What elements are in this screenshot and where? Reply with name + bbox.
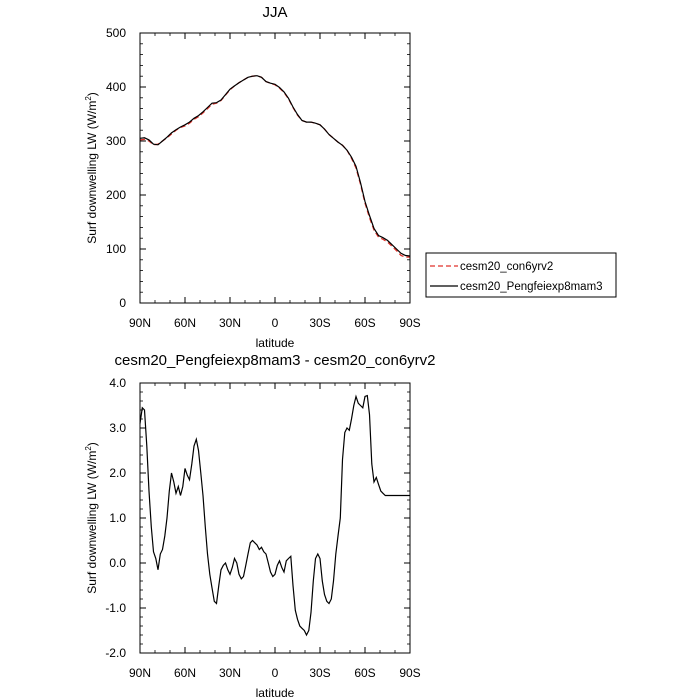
- y-tick-label: 400: [106, 80, 126, 94]
- y-axis-label: Surf downwelling LW (W/m2): [84, 92, 99, 244]
- x-tick-label: 0: [272, 666, 279, 680]
- y-tick-label: 300: [106, 134, 126, 148]
- bottom-panel: cesm20_Pengfeiexp8mam3 - cesm20_con6yrv2…: [84, 352, 436, 700]
- x-tick-label: 30N: [219, 666, 241, 680]
- x-axis-label: latitude: [256, 686, 295, 700]
- y-tick-label: 3.0: [109, 421, 126, 435]
- y-axis-label: Surf downwelling LW (W/m2): [84, 442, 99, 594]
- x-tick-label: 0: [272, 316, 279, 330]
- x-tick-label: 90S: [399, 316, 420, 330]
- x-tick-label: 90N: [129, 666, 151, 680]
- x-tick-label: 60S: [354, 316, 375, 330]
- top-panel: JJA 90N 60N 30N 0 30S 60S 90S 0 100 200 300 400 500 la…: [84, 4, 421, 350]
- x-tick-label: 60N: [174, 316, 196, 330]
- x-tick-label: 60N: [174, 666, 196, 680]
- x-tick-label: 90N: [129, 316, 151, 330]
- x-tick-label: 30N: [219, 316, 241, 330]
- chart-title: JJA: [262, 4, 287, 21]
- y-tick-label: 0.0: [109, 556, 126, 570]
- y-tick-label: 100: [106, 242, 126, 256]
- y-tick-label: -2.0: [105, 646, 126, 660]
- legend-box: [425, 252, 617, 298]
- series-line-cesm20_Pengfeiexp8mam3: [139, 75, 411, 257]
- legend-entry: cesm20_Pengfeiexp8mam3: [460, 281, 603, 293]
- x-tick-label: 30S: [309, 666, 330, 680]
- y-tick-label: -1.0: [105, 601, 126, 615]
- x-tick-label: 30S: [309, 316, 330, 330]
- y-tick-label: 200: [106, 188, 126, 202]
- x-tick-label: 90S: [399, 666, 420, 680]
- y-tick-label: 0: [119, 296, 126, 310]
- chart-title: cesm20_Pengfeiexp8mam3 - cesm20_con6yrv2: [115, 352, 436, 369]
- x-axis-label: latitude: [256, 336, 295, 350]
- series-line-cesm20_con6yrv2: [139, 75, 410, 258]
- x-tick-label: 60S: [354, 666, 375, 680]
- plot-frame: [139, 32, 411, 304]
- y-tick-label: 1.0: [109, 511, 126, 525]
- legend: cesm20_con6yrv2 cesm20_Pengfeiexp8mam3: [425, 252, 617, 298]
- series-line-diff-0: [139, 394, 410, 637]
- y-tick-label: 4.0: [109, 376, 126, 390]
- y-tick-label: 2.0: [109, 466, 126, 480]
- legend-entry: cesm20_con6yrv2: [460, 261, 553, 273]
- y-tick-label: 500: [106, 26, 126, 40]
